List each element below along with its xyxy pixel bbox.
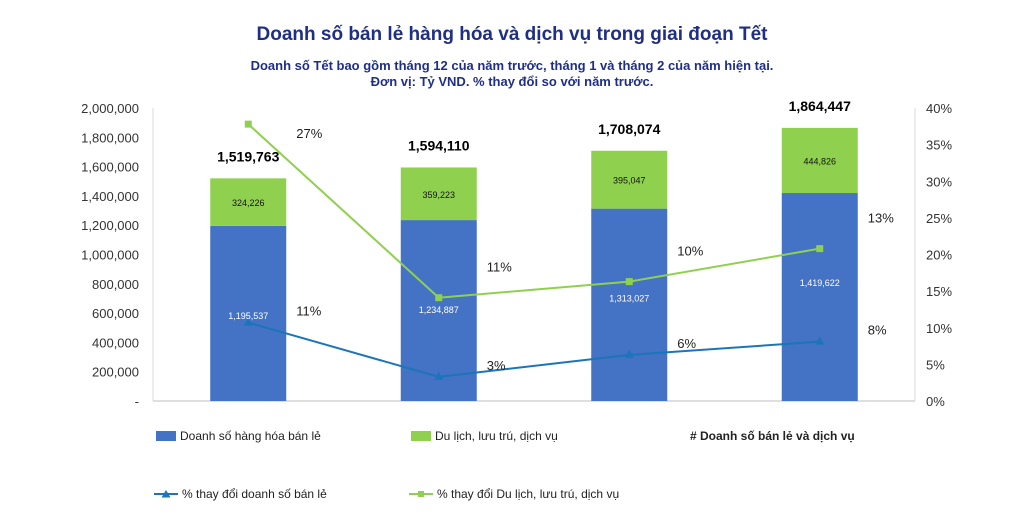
bar-label-retail: 1,419,622 [800, 278, 840, 288]
chart-subtitle-line-1: Doanh số Tết bao gồm tháng 12 của năm tr… [250, 58, 774, 73]
y-left-tick-label: 1,400,000 [81, 189, 139, 204]
bar-label-total: 1,519,763 [217, 148, 279, 164]
marker-retail-pct [624, 349, 634, 358]
bar-label-services: 395,047 [613, 176, 646, 186]
legend-label-retail-pct: % thay đổi doanh số bán lẻ [182, 487, 327, 501]
legend-swatch-services [411, 431, 431, 441]
pct-label-retail: 3% [487, 358, 506, 373]
marker-services-pct [435, 294, 443, 302]
line-retail-pct [247, 321, 820, 378]
legend-marker-services-pct [418, 491, 424, 497]
legend-label-services: Du lịch, lưu trú, dịch vụ [435, 429, 558, 443]
bar-retail [400, 220, 477, 401]
y-left-tick-label: 1,200,000 [81, 218, 139, 233]
pct-label-services: 27% [296, 126, 322, 141]
y-right-tick-label: 35% [926, 138, 952, 153]
y-right-tick-label: 0% [926, 394, 945, 409]
bar-services [400, 167, 477, 221]
bar-services [591, 150, 668, 209]
y-right-tick-label: 15% [926, 284, 952, 299]
y-right-tick-label: 10% [926, 321, 952, 336]
y-right-tick-label: 25% [926, 211, 952, 226]
marker-services-pct [244, 120, 252, 128]
legend-label-retail: Doanh số hàng hóa bán lẻ [180, 429, 321, 443]
bar-retail [210, 225, 287, 401]
line-services-pct [247, 123, 820, 299]
y-left-tick-label: 2,000,000 [81, 101, 139, 116]
bar-label-services: 359,223 [422, 190, 455, 200]
chart-title: Doanh số bán lẻ hàng hóa và dịch vụ tron… [256, 24, 768, 45]
bar-label-total: 1,708,074 [598, 121, 660, 137]
y-right-tick-label: 20% [926, 248, 952, 263]
bar-label-services: 324,226 [232, 198, 265, 208]
y-left-tick-label: 600,000 [92, 306, 139, 321]
pct-label-services: 13% [868, 211, 894, 226]
y-right-tick-label: 5% [926, 357, 945, 372]
y-left-tick-label: - [135, 394, 139, 409]
bars [210, 127, 858, 401]
pct-label-retail: 11% [296, 304, 321, 319]
pct-label-retail: 6% [677, 336, 696, 351]
chart-subtitle-line-2: Đơn vị: Tỷ VND. % thay đổi so với năm tr… [370, 74, 654, 89]
data-labels: 1,195,537 324,226 1,519,763 1,234,887 359,22… [217, 98, 894, 373]
y-left-tick-label: 400,000 [92, 335, 139, 350]
y-left-tick-label: 800,000 [92, 277, 139, 292]
bar-label-total: 1,594,110 [408, 137, 470, 153]
lines [243, 120, 825, 380]
y-left-tick-label: 1,000,000 [81, 248, 139, 263]
y-left-tick-label: 1,600,000 [81, 160, 139, 175]
pct-label-retail: 8% [868, 323, 887, 338]
y-left-tick-label: 200,000 [92, 365, 139, 380]
bar-label-retail: 1,195,537 [228, 311, 268, 321]
bar-label-total: 1,864,447 [789, 98, 851, 114]
marker-retail-pct [243, 317, 253, 326]
bar-retail [591, 208, 668, 401]
bar-services [210, 178, 287, 226]
legend: Doanh số hàng hóa bán lẻ Du lịch, lưu tr… [154, 429, 855, 501]
bar-label-services: 444,826 [803, 156, 836, 166]
bar-retail [781, 193, 858, 401]
marker-services-pct [816, 245, 824, 253]
marker-retail-pct [815, 336, 825, 345]
legend-marker-retail-pct [161, 490, 171, 498]
y-right-tick-label: 40% [926, 101, 952, 116]
legend-label-services-pct: % thay đổi Du lịch, lưu trú, dịch vụ [437, 487, 619, 501]
legend-label-total: # Doanh số bán lẻ và dịch vụ [690, 429, 855, 443]
bar-label-retail: 1,234,887 [419, 305, 459, 315]
marker-retail-pct [434, 371, 444, 380]
y-right-tick-label: 30% [926, 174, 952, 189]
bar-services [781, 127, 858, 194]
legend-swatch-retail [156, 431, 176, 441]
pct-label-services: 10% [677, 244, 703, 259]
y-left-tick-label: 1,800,000 [81, 130, 139, 145]
marker-services-pct [625, 278, 633, 286]
pct-label-services: 11% [487, 260, 512, 275]
bar-label-retail: 1,313,027 [609, 294, 649, 304]
